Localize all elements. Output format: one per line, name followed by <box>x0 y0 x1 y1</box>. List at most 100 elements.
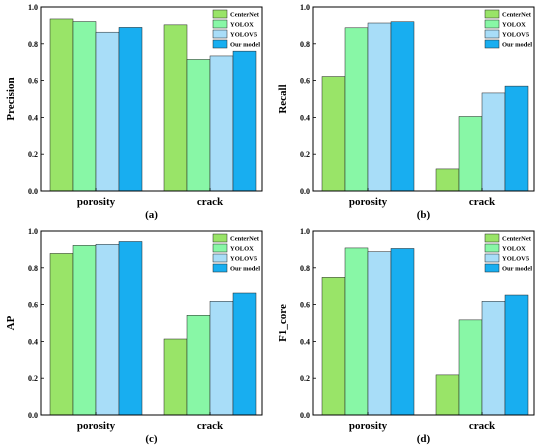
y-tick-label: 0.2 <box>300 150 310 159</box>
bar-crack-centernet <box>163 338 188 416</box>
bar-crack-centernet <box>163 24 188 192</box>
x-category-label: porosity <box>349 196 388 208</box>
y-tick-label: 0.2 <box>28 150 38 159</box>
y-axis-label: Recall <box>277 84 289 113</box>
legend-swatch-yolox <box>484 243 500 253</box>
bar-porosity-centernet <box>49 18 74 192</box>
y-tick-label: 0.8 <box>300 264 310 273</box>
y-tick-label: 0.4 <box>28 113 38 122</box>
chart-panel-1: 0.0 0.2 0.4 0.6 0.8 1.0 porosity crack Precision… <box>5 3 263 221</box>
bar-crack-centernet <box>435 168 460 192</box>
bar-crack-yolov5 <box>209 301 234 416</box>
legend-swatch-our-model <box>484 263 500 273</box>
y-tick-label: 1.0 <box>28 3 38 12</box>
bar-porosity-yolov5 <box>95 243 120 416</box>
legend-swatch-yolov5 <box>484 29 500 39</box>
legend-label-centernet: CenterNet <box>230 236 260 243</box>
chart-panel-3: 0.0 0.2 0.4 0.6 0.8 1.0 porosity crack AP (c) Cent… <box>5 227 263 445</box>
bar-crack-our-model <box>504 85 529 192</box>
plot-frame <box>40 230 263 416</box>
legend-swatch-centernet <box>212 9 228 19</box>
x-category-label: crack <box>197 196 224 208</box>
panel-label: (c) <box>145 433 158 445</box>
bar-crack-yolox <box>186 315 211 416</box>
y-tick-label: 0.8 <box>300 40 310 49</box>
legend-swatch-our-model <box>212 263 228 273</box>
bar-porosity-our-model <box>118 241 143 416</box>
plot-frame <box>312 230 535 416</box>
x-category-label: crack <box>469 196 496 208</box>
legend-swatch-our-model <box>212 39 228 49</box>
legend-swatch-centernet <box>484 9 500 19</box>
legend-swatch-yolox <box>212 19 228 29</box>
bar-porosity-yolox <box>344 27 369 192</box>
y-tick-label: 0.8 <box>28 40 38 49</box>
x-category-label: crack <box>197 420 224 432</box>
bar-crack-yolov5 <box>209 55 234 192</box>
chart-panel-4: 0.0 0.2 0.4 0.6 0.8 1.0 porosity crack F1_core (d… <box>277 227 535 445</box>
bar-porosity-yolox <box>344 247 369 416</box>
y-tick-label: 1.0 <box>300 227 310 236</box>
x-category-label: crack <box>469 420 496 432</box>
y-tick-label: 0.6 <box>28 301 38 310</box>
legend-swatch-centernet <box>212 233 228 243</box>
bar-porosity-centernet <box>321 76 346 192</box>
y-tick-label: 0.2 <box>300 374 310 383</box>
legend-label-centernet: CenterNet <box>502 236 532 243</box>
bar-crack-our-model <box>232 292 257 416</box>
bar-porosity-yolov5 <box>95 31 120 192</box>
y-tick-label: 0.4 <box>300 113 310 122</box>
legend-swatch-our-model <box>484 39 500 49</box>
legend-label-centernet: CenterNet <box>502 12 532 19</box>
plot-frame <box>40 6 263 192</box>
legend-swatch-yolov5 <box>484 253 500 263</box>
y-axis-label: Precision <box>5 77 17 120</box>
y-tick-label: 0.0 <box>300 187 310 196</box>
legend-label-yolox: YOLOX <box>230 246 254 253</box>
y-axis-label: F1_core <box>277 304 289 342</box>
y-tick-label: 0.4 <box>28 337 38 346</box>
bar-porosity-yolov5 <box>367 251 392 416</box>
y-tick-label: 0.6 <box>300 301 310 310</box>
bar-crack-yolox <box>186 59 211 192</box>
legend-swatch-yolox <box>212 243 228 253</box>
bar-crack-centernet <box>435 374 460 416</box>
bar-crack-yolov5 <box>481 301 506 416</box>
bar-porosity-our-model <box>118 27 143 192</box>
legend-swatch-yolox <box>484 19 500 29</box>
bar-porosity-centernet <box>321 277 346 416</box>
legend-label-yolox: YOLOX <box>502 246 526 253</box>
legend-label-yolov5: YOLOV5 <box>230 256 258 263</box>
bar-porosity-our-model <box>390 21 415 192</box>
y-tick-label: 0.6 <box>28 77 38 86</box>
chart-panel-2: 0.0 0.2 0.4 0.6 0.8 1.0 porosity crack Recall (b)… <box>277 3 535 221</box>
plot-frame <box>312 6 535 192</box>
bar-crack-yolox <box>458 116 483 192</box>
bar-porosity-yolox <box>72 21 97 192</box>
legend-label-centernet: CenterNet <box>230 12 260 19</box>
bar-porosity-yolov5 <box>367 22 392 192</box>
bar-porosity-our-model <box>390 248 415 416</box>
legend-label-yolov5: YOLOV5 <box>502 32 530 39</box>
y-tick-label: 0.8 <box>28 264 38 273</box>
bar-crack-our-model <box>232 50 257 192</box>
bar-crack-yolov5 <box>481 92 506 192</box>
bar-porosity-centernet <box>49 253 74 416</box>
y-tick-label: 0.0 <box>28 187 38 196</box>
y-tick-label: 0.4 <box>300 337 310 346</box>
legend-label-yolov5: YOLOV5 <box>230 32 258 39</box>
y-tick-label: 0.0 <box>28 411 38 420</box>
panel-label: (b) <box>417 209 431 221</box>
y-tick-label: 0.2 <box>28 374 38 383</box>
y-tick-label: 1.0 <box>28 227 38 236</box>
legend-label-our-model: Our model <box>502 266 532 273</box>
y-axis-label: AP <box>5 315 17 330</box>
legend-label-yolov5: YOLOV5 <box>502 256 530 263</box>
bar-crack-yolox <box>458 319 483 416</box>
panel-label: (a) <box>145 209 158 221</box>
legend-label-our-model: Our model <box>230 42 260 49</box>
legend-label-yolox: YOLOX <box>502 22 526 29</box>
panel-label: (d) <box>417 433 431 445</box>
legend-label-our-model: Our model <box>502 42 532 49</box>
